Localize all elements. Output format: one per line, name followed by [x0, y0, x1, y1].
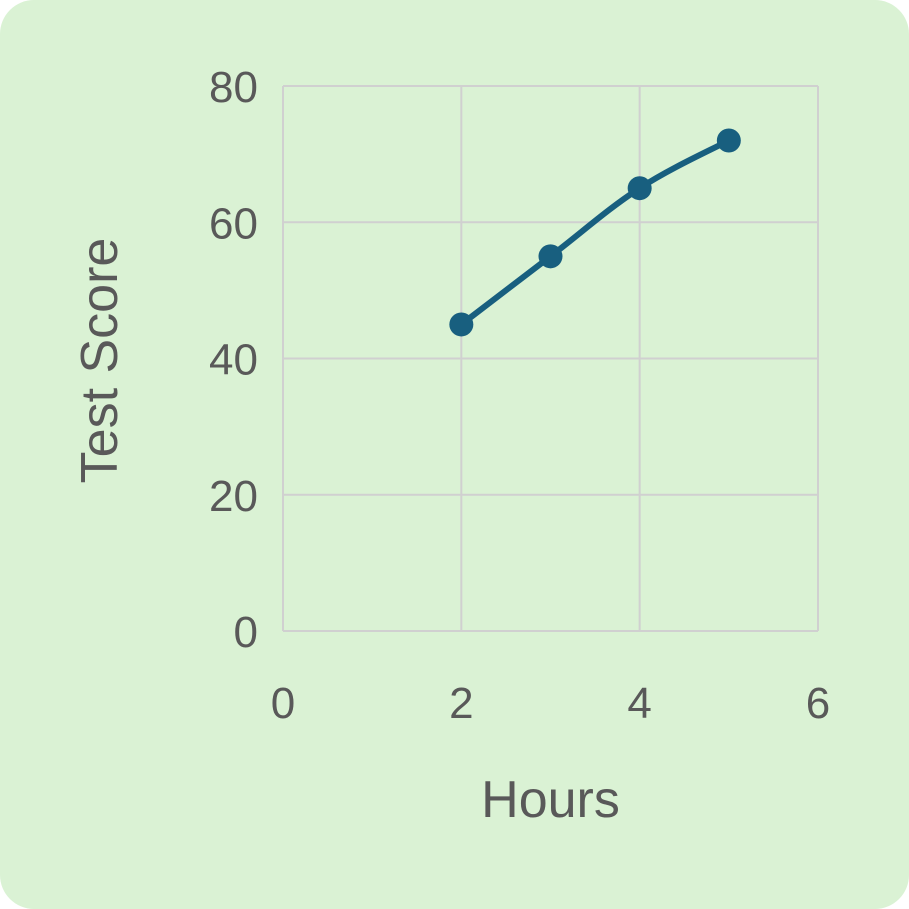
y-tick-label: 40 — [209, 336, 258, 385]
data-point — [449, 312, 474, 337]
x-tick-label: 6 — [806, 679, 830, 728]
y-axis-title: Test Score — [71, 238, 129, 484]
y-tick-label: 20 — [209, 472, 258, 521]
x-axis-title: Hours — [481, 771, 620, 829]
data-point — [538, 244, 563, 269]
series-line — [458, 137, 732, 328]
x-tick-labels: 0 2 4 6 — [271, 679, 830, 728]
y-tick-label: 60 — [209, 199, 258, 248]
y-tick-label: 0 — [234, 608, 258, 657]
data-point — [627, 176, 652, 201]
x-tick-label: 4 — [627, 679, 651, 728]
x-tick-label: 2 — [449, 679, 473, 728]
x-tick-label: 0 — [271, 679, 295, 728]
data-point — [716, 128, 741, 153]
series-layer — [449, 128, 741, 337]
horizontal-gridlines — [283, 85, 818, 632]
y-tick-label: 80 — [209, 63, 258, 112]
y-tick-labels: 0 20 40 60 80 — [209, 63, 258, 657]
